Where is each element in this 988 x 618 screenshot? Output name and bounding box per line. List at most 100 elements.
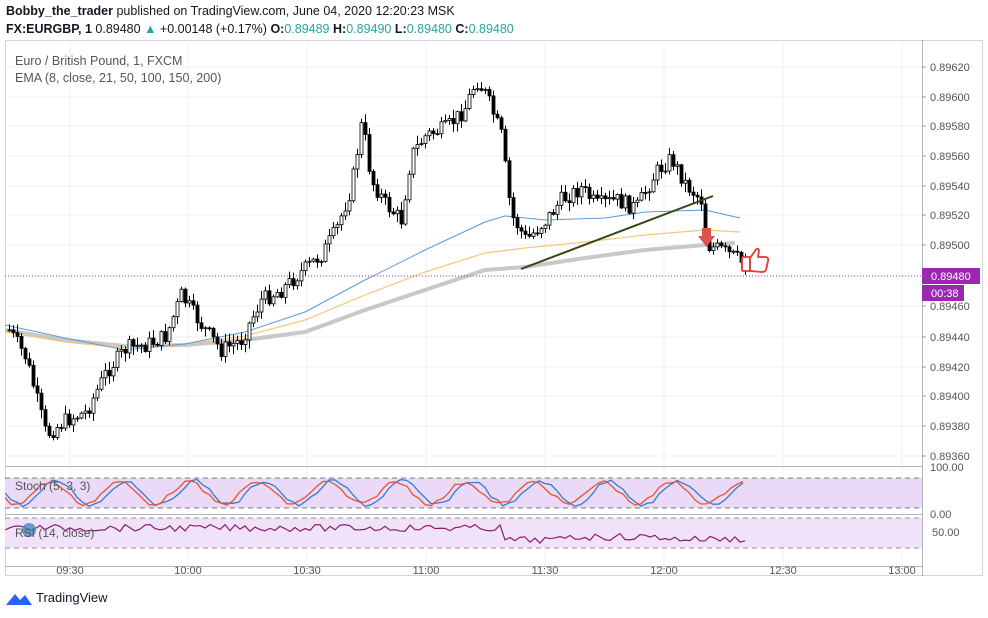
candle-body	[15, 332, 20, 337]
candle-body	[555, 204, 560, 215]
pane-settings-icon[interactable]	[22, 523, 36, 537]
candle-body	[287, 278, 292, 286]
candle-body	[347, 200, 352, 212]
candle-body	[483, 89, 488, 91]
symbol-label[interactable]: FX:EURGBP, 1	[6, 22, 92, 36]
candle-body	[583, 186, 588, 189]
ema-legend: EMA (8, close, 21, 50, 100, 150, 200)	[15, 71, 221, 85]
candle-body	[563, 191, 568, 202]
price-tick-label: 0.89580	[930, 121, 970, 133]
down-arrow-icon[interactable]	[698, 228, 715, 247]
candle-body	[379, 193, 384, 198]
candle-body	[615, 194, 620, 200]
candle-body	[647, 191, 652, 194]
low-value: 0.89480	[406, 22, 452, 36]
candle-body	[627, 195, 632, 214]
candle-body	[695, 194, 700, 198]
candle-body	[207, 327, 212, 330]
candle-body	[283, 284, 288, 298]
candle-body	[243, 339, 248, 345]
price-tick-label: 0.89540	[930, 181, 970, 193]
candle-body	[199, 322, 204, 329]
candle-body	[507, 160, 512, 199]
candle-body	[395, 209, 400, 215]
candle-body	[123, 349, 128, 354]
candle-body	[415, 144, 420, 149]
candle-body	[503, 128, 508, 162]
candle-body	[303, 261, 308, 272]
candle-body	[191, 300, 196, 306]
candle-body	[683, 179, 688, 184]
price-tick-label: 0.89360	[930, 451, 970, 463]
candle-body	[19, 336, 24, 349]
candle-body	[535, 232, 540, 235]
candle-body	[319, 261, 324, 263]
price-axis[interactable]: 0.89620 0.89600 0.89580 0.89560 0.89540 0.895…	[922, 62, 970, 463]
candle-body	[603, 195, 608, 200]
candle-body	[39, 392, 44, 411]
candle-body	[175, 301, 180, 318]
trend-line[interactable]	[520, 195, 714, 270]
candle-body	[579, 186, 584, 198]
time-axis[interactable]: 09:30 10:00 10:30 11:00 11:30 12:00 12:30 13:00	[56, 565, 916, 577]
candle-body	[155, 344, 160, 346]
candle-body	[307, 260, 312, 263]
candle-body	[235, 340, 240, 344]
candle-body	[375, 184, 380, 198]
price-tick-label: 0.89620	[930, 62, 970, 74]
candle-body	[311, 258, 316, 262]
candle-body	[351, 168, 356, 202]
candle-body	[431, 130, 436, 135]
candle-body	[227, 341, 232, 347]
candle-body	[387, 196, 392, 213]
candle-body	[599, 195, 604, 199]
time-tick-label: 12:00	[650, 565, 678, 576]
candle-body	[255, 311, 260, 318]
candle-body	[591, 194, 596, 199]
candle-body	[43, 409, 48, 427]
candle-body	[463, 108, 468, 122]
rsi-legend: RSI (14, close)	[15, 526, 94, 540]
price-tick-label: 0.89520	[930, 210, 970, 222]
candle-body	[107, 369, 112, 377]
candle-body	[479, 88, 484, 91]
price-tick-label: 0.89600	[930, 92, 970, 104]
candle-body	[495, 113, 500, 119]
candle-body	[515, 217, 520, 229]
candle-body	[619, 194, 624, 209]
candle-body	[439, 121, 444, 135]
candle-body	[491, 95, 496, 115]
candle-body	[135, 345, 140, 348]
close-value: 0.89480	[468, 22, 514, 36]
candle-body	[267, 290, 272, 305]
author-name[interactable]: Bobby_the_trader	[6, 4, 113, 18]
thumbs-up-icon[interactable]	[741, 247, 770, 273]
candle-body	[451, 118, 456, 125]
chart-frame[interactable]: Euro / British Pound, 1, FXCM EMA (8, cl…	[4, 40, 983, 577]
candle-body	[359, 122, 364, 155]
candle-body	[99, 377, 104, 390]
tradingview-logo-icon[interactable]	[6, 591, 32, 605]
price-tick-label: 0.89500	[930, 240, 970, 252]
open-label: O:	[270, 22, 285, 36]
brand-name[interactable]: TradingView	[36, 590, 108, 605]
candle-body	[47, 425, 52, 436]
candle-body	[471, 89, 476, 95]
candle-body	[115, 350, 120, 368]
rsi-level-label: 50.00	[932, 527, 960, 539]
candle-body	[407, 173, 412, 201]
ohlc-line: FX:EURGBP, 1 0.89480 ▲ +0.00148 (+0.17%)…	[6, 22, 514, 36]
stoch-legend: Stoch (5, 3, 3)	[15, 479, 90, 493]
candle-body	[427, 130, 432, 137]
candle-body	[315, 258, 320, 263]
candle-body	[151, 337, 156, 345]
candle-body	[419, 143, 424, 145]
price-tick-label: 0.89560	[930, 151, 970, 163]
candle-body	[247, 322, 252, 341]
candle-body	[383, 193, 388, 198]
candle-body	[131, 339, 136, 347]
candle-body	[551, 212, 556, 215]
price-chart[interactable]: Euro / British Pound, 1, FXCM EMA (8, cl…	[4, 40, 983, 577]
candle-body	[651, 179, 656, 193]
candle-body	[7, 329, 12, 332]
